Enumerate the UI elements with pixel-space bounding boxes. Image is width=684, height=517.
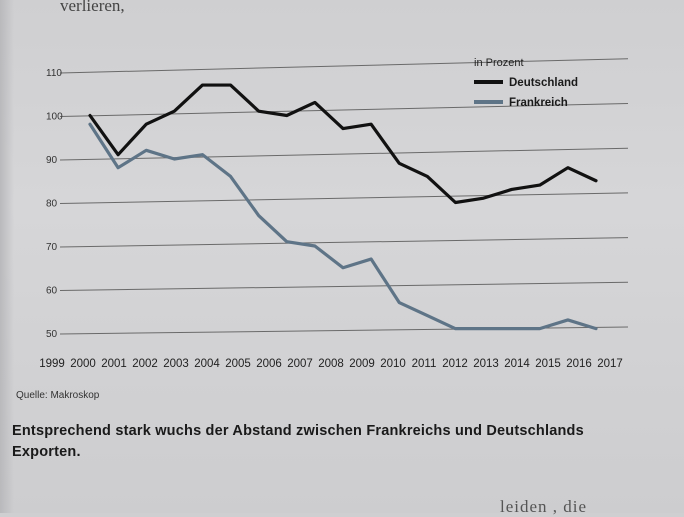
gridline-60 [59, 281, 629, 291]
legend-title: in Prozent [474, 57, 524, 69]
x-tick-label-2016: 2016 [566, 358, 592, 370]
series-line-frankreich [88, 122, 598, 331]
gridline-80 [59, 192, 629, 204]
series-line-deutschland [88, 83, 598, 205]
legend-label-frankreich: Frankreich [509, 97, 568, 109]
x-tick-label-2004: 2004 [194, 358, 220, 370]
gridline-70 [59, 237, 629, 248]
legend-label-deutschland: Deutschland [509, 77, 578, 89]
gridline-90 [59, 147, 629, 161]
x-tick-label-2008: 2008 [318, 358, 344, 370]
y-tick-label-100: 100 [46, 112, 63, 123]
x-tick-label-2001: 2001 [101, 358, 127, 370]
gridline-100 [59, 103, 629, 117]
x-tick-label-2015: 2015 [535, 358, 561, 370]
x-tick-label-2017: 2017 [597, 358, 623, 370]
x-tick-label-2009: 2009 [349, 358, 375, 370]
x-tick-label-2000: 2000 [70, 358, 96, 370]
body-text-fragment-bottom: leiden , die [500, 497, 588, 516]
x-tick-label-2012: 2012 [442, 358, 468, 370]
page-edge-shadow [0, 0, 14, 513]
gridline-110 [59, 58, 629, 74]
body-text-fragment-top: verlieren, [60, 0, 125, 15]
y-tick-label-90: 90 [46, 155, 58, 166]
y-tick-label-50: 50 [46, 329, 58, 340]
x-tick-label-2002: 2002 [132, 358, 158, 370]
x-tick-label-2010: 2010 [380, 358, 406, 370]
x-tick-label-2005: 2005 [225, 358, 251, 370]
figure-caption: Entsprechend stark wuchs der Abstand zwi… [12, 423, 584, 460]
x-tick-label-2014: 2014 [504, 358, 530, 370]
y-tick-label-110: 110 [46, 68, 62, 79]
x-tick-label-2007: 2007 [287, 358, 313, 370]
y-tick-label-60: 60 [46, 286, 58, 297]
y-tick-label-80: 80 [46, 199, 58, 210]
x-tick-label-2003: 2003 [163, 358, 189, 370]
source-note: Quelle: Makroskop [16, 390, 100, 401]
x-tick-label-2011: 2011 [412, 358, 437, 370]
x-tick-label-1999: 1999 [39, 358, 65, 370]
x-tick-label-2013: 2013 [473, 358, 499, 370]
x-tick-label-2006: 2006 [256, 358, 282, 370]
export-line-chart: 50 60 70 80 90 100 110 1999 2000 2001 2002 2003 200… [39, 57, 629, 370]
y-tick-label-70: 70 [46, 242, 58, 253]
